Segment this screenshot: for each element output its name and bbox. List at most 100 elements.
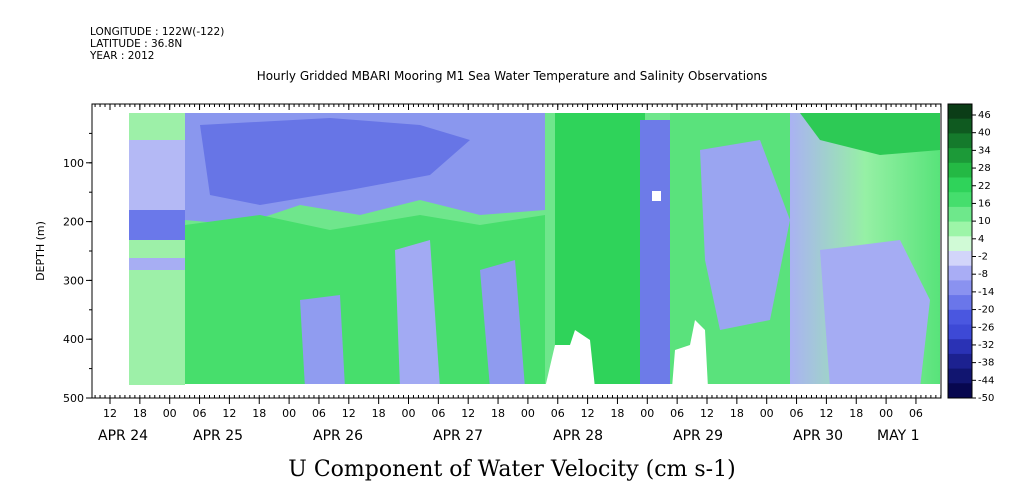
colorbar-label: -50 bbox=[978, 393, 994, 404]
colorbar-label: -20 bbox=[978, 305, 994, 316]
year-label: YEAR : 2012 bbox=[89, 50, 154, 62]
colorbar-swatch bbox=[948, 309, 972, 325]
colorbar-swatch bbox=[948, 236, 972, 252]
x-tick-label: 00 bbox=[402, 407, 416, 420]
heatmap-left-negative bbox=[129, 140, 185, 210]
colorbar-swatch bbox=[948, 104, 972, 120]
heatmap-lower-positive bbox=[185, 215, 545, 388]
x-tick-label: 00 bbox=[282, 407, 296, 420]
x-tick-label: 06 bbox=[193, 407, 207, 420]
x-date-label: APR 27 bbox=[433, 428, 483, 444]
heatmap-streak-3 bbox=[480, 260, 525, 388]
x-tick-label: 18 bbox=[372, 407, 386, 420]
x-date-label: APR 30 bbox=[793, 428, 843, 444]
heatmap-apr29-negative bbox=[700, 140, 790, 330]
x-tick-label: 12 bbox=[700, 407, 714, 420]
colorbar-label: -38 bbox=[978, 358, 994, 369]
x-tick-label: 00 bbox=[163, 407, 177, 420]
heatmap-upper-core bbox=[200, 118, 470, 205]
x-tick-label: 18 bbox=[730, 407, 744, 420]
colorbar-swatch bbox=[948, 177, 972, 193]
y-tick-label: 500 bbox=[63, 392, 84, 405]
colorbar-label: -14 bbox=[978, 287, 994, 298]
heatmap-left-strong-negative bbox=[129, 210, 185, 240]
colorbar-label: -44 bbox=[978, 375, 994, 386]
colorbar-label: -8 bbox=[978, 269, 988, 280]
x-tick-label: 18 bbox=[491, 407, 505, 420]
x-tick-label: 06 bbox=[790, 407, 804, 420]
x-tick-label: 18 bbox=[133, 407, 147, 420]
heatmap-gap-apr29 bbox=[672, 320, 708, 388]
x-tick-label: 00 bbox=[760, 407, 774, 420]
y-axis: 100 200 300 400 500 bbox=[63, 132, 92, 405]
x-tick-label: 00 bbox=[879, 407, 893, 420]
heatmap-apr30-surface-positive bbox=[800, 113, 940, 155]
variable-label: U Component of Water Velocity (cm s-1) bbox=[288, 457, 735, 482]
x-tick-label: 12 bbox=[222, 407, 236, 420]
colorbar-swatch bbox=[948, 265, 972, 281]
colorbar-label: -26 bbox=[978, 322, 994, 333]
colorbar-swatch bbox=[948, 192, 972, 208]
colorbar-swatch bbox=[948, 148, 972, 164]
x-date-label: APR 29 bbox=[673, 428, 723, 444]
heatmap-apr28-positive bbox=[555, 113, 645, 388]
x-tick-label: 12 bbox=[103, 407, 117, 420]
chart-title: Hourly Gridded MBARI Mooring M1 Sea Wate… bbox=[257, 69, 768, 83]
colorbar-swatch bbox=[948, 133, 972, 149]
x-tick-label: 06 bbox=[312, 407, 326, 420]
x-tick-label: 00 bbox=[521, 407, 535, 420]
x-tick-label: 12 bbox=[342, 407, 356, 420]
colorbar-label: 10 bbox=[978, 216, 991, 227]
x-tick-label: 18 bbox=[252, 407, 266, 420]
latitude-label: LATITUDE : 36.8N bbox=[90, 38, 182, 50]
x-date-label: APR 28 bbox=[553, 428, 603, 444]
heatmap-apr30-negative bbox=[820, 240, 930, 388]
y-tick-label: 300 bbox=[63, 274, 84, 287]
x-date-label: APR 24 bbox=[98, 428, 148, 444]
heatmap-field bbox=[129, 113, 940, 390]
colorbar-swatch bbox=[948, 162, 972, 178]
heatmap-streak-1 bbox=[300, 295, 345, 388]
longitude-label: LONGITUDE : 122W(-122) bbox=[90, 26, 224, 38]
x-tick-label: 12 bbox=[461, 407, 475, 420]
colorbar: 46 40 34 28 22 16 10 4 -2 -8 -14 -20 -26 -32 -38 -44 -50 bbox=[947, 103, 994, 404]
x-tick-label: 18 bbox=[849, 407, 863, 420]
colorbar-label: 22 bbox=[978, 181, 991, 192]
y-axis-label: DEPTH (m) bbox=[34, 221, 47, 281]
heatmap-missing-cell bbox=[652, 191, 661, 201]
x-tick-label: 06 bbox=[431, 407, 445, 420]
colorbar-label: 28 bbox=[978, 163, 991, 174]
x-tick-label: 00 bbox=[640, 407, 654, 420]
colorbar-label: 34 bbox=[978, 145, 991, 156]
heatmap-apr29-negative-column bbox=[640, 120, 670, 388]
colorbar-frame bbox=[947, 103, 973, 399]
x-axis: 12 18 00 06 12 18 00 06 12 18 00 06 12 18 00 06 12 18 00 06… bbox=[94, 104, 942, 420]
colorbar-swatch bbox=[948, 221, 972, 237]
x-tick-label: 06 bbox=[909, 407, 923, 420]
colorbar-swatch bbox=[948, 368, 972, 384]
colorbar-swatch bbox=[948, 118, 972, 134]
x-tick-label: 06 bbox=[551, 407, 565, 420]
colorbar-swatch bbox=[948, 339, 972, 355]
colorbar-swatch bbox=[948, 353, 972, 370]
colorbar-label: 46 bbox=[978, 110, 991, 121]
x-tick-label: 12 bbox=[819, 407, 833, 420]
x-date-label: APR 26 bbox=[313, 428, 363, 444]
x-date-label: MAY 1 bbox=[877, 428, 919, 444]
y-tick-label: 100 bbox=[63, 157, 84, 170]
colorbar-label: -32 bbox=[978, 340, 994, 351]
colorbar-label: 40 bbox=[978, 128, 991, 139]
y-tick-label: 400 bbox=[63, 333, 84, 346]
x-date-label: APR 25 bbox=[193, 428, 243, 444]
colorbar-label: 4 bbox=[978, 234, 984, 245]
colorbar-swatch bbox=[948, 295, 972, 311]
colorbar-label: 16 bbox=[978, 198, 991, 209]
colorbar-swatch bbox=[948, 280, 972, 296]
x-date-axis: APR 24 APR 25 APR 26 APR 27 APR 28 APR 29 APR … bbox=[98, 428, 919, 444]
heatmap-streak-2 bbox=[395, 240, 440, 388]
colorbar-swatch bbox=[948, 206, 972, 223]
x-tick-label: 12 bbox=[581, 407, 595, 420]
colorbar-label: -2 bbox=[978, 252, 988, 263]
colorbar-swatch bbox=[948, 324, 972, 340]
